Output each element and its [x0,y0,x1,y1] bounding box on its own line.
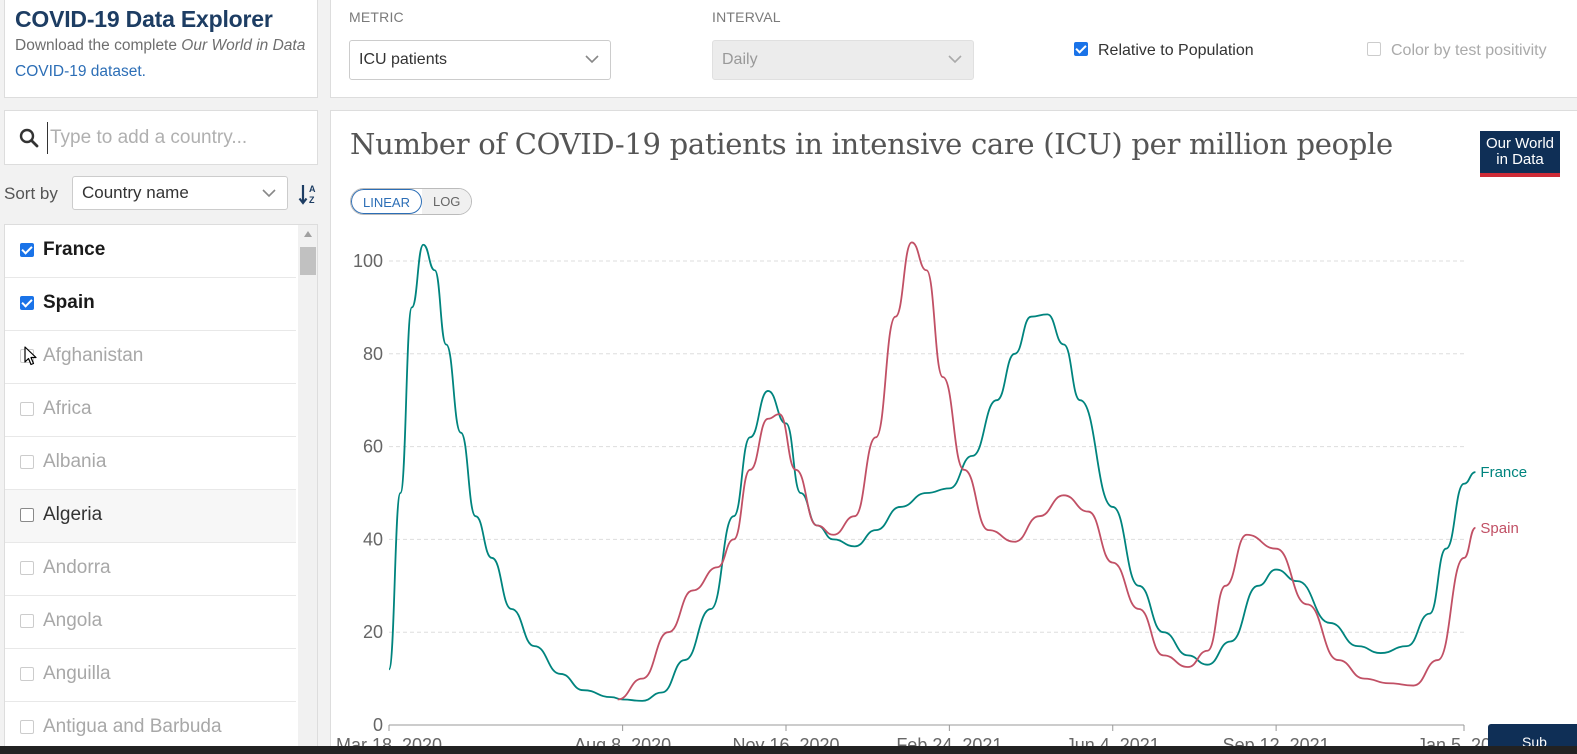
interval-label: INTERVAL [712,9,781,25]
relative-to-population-label: Relative to Population [1098,42,1254,59]
country-name: Antigua and Barbuda [43,716,222,737]
series-label-spain: Spain [1480,520,1518,537]
country-row-africa[interactable]: Africa [5,384,296,437]
chevron-down-icon [585,55,599,64]
svg-text:Z: Z [309,195,315,205]
sort-select-value: Country name [82,183,189,202]
y-tick-label: 40 [363,529,383,549]
color-by-test-positivity-checkbox[interactable]: Color by test positivity [1367,41,1547,61]
logo-line-2: in Data [1496,151,1544,168]
country-name: Spain [43,292,95,313]
metric-label: METRIC [349,9,404,25]
chart-panel: 0 20 40 60 80 100 Mar 18, 2020 Aug 8, 2020 Nov 1… [330,110,1577,754]
country-row-anguilla[interactable]: Anguilla [5,649,296,702]
sort-alpha-icon[interactable]: A Z [298,183,320,205]
search-icon [19,128,39,148]
mouse-cursor-icon [24,346,37,366]
country-row-albania[interactable]: Albania [5,437,296,490]
log-scale-button[interactable]: LOG [421,189,472,214]
y-tick-label: 80 [363,344,383,364]
sort-select[interactable]: Country name [72,176,288,210]
svg-text:A: A [309,184,316,194]
country-row-algeria[interactable]: Algeria [5,490,296,543]
checkbox-unchecked-icon[interactable] [20,561,34,575]
y-tick-label: 0 [373,715,383,735]
checkbox-unchecked-icon[interactable] [20,402,34,416]
checkbox-checked-icon[interactable] [20,243,34,257]
country-name: Anguilla [43,663,111,684]
country-name: Angola [43,610,103,631]
scrollbar-thumb[interactable] [300,247,316,275]
country-row-andorra[interactable]: Andorra [5,543,296,596]
series-line-france [388,243,1476,702]
dataset-download-link[interactable]: COVID-19 dataset. [15,63,146,80]
checkbox-unchecked-icon[interactable] [20,508,34,522]
linear-scale-button[interactable]: LINEAR [351,189,422,214]
y-tick-label: 20 [363,622,383,642]
y-tick-label: 100 [353,251,383,271]
relative-to-population-checkbox[interactable]: Relative to Population [1074,41,1254,61]
country-name: Afghanistan [43,345,144,366]
controls-bar: METRIC ICU patients INTERVAL Daily Relat… [330,0,1577,98]
country-row-france[interactable]: France [5,225,296,278]
checkbox-unchecked-icon[interactable] [20,667,34,681]
scroll-up-icon[interactable] [304,231,312,237]
country-row-antigua-and-barbuda[interactable]: Antigua and Barbuda [5,702,296,754]
explorer-description: Download the complete Our World in Data … [15,33,307,85]
series-line-spain [617,241,1476,701]
country-row-angola[interactable]: Angola [5,596,296,649]
explorer-title: COVID-19 Data Explorer [15,6,273,32]
country-name: France [43,239,106,260]
checkbox-checked-icon[interactable] [20,296,34,310]
metric-select-value: ICU patients [359,51,448,68]
checkbox-checked-icon [1074,42,1088,56]
country-row-afghanistan[interactable]: Afghanistan [5,331,296,384]
owid-logo[interactable]: Our World in Data [1480,131,1560,177]
country-list: France Spain Afghanistan Africa Albania Alger… [4,224,318,754]
interval-select-value: Daily [722,51,758,68]
country-row-spain[interactable]: Spain [5,278,296,331]
description-italic: Our World in Data [181,37,306,54]
country-list-scrollbar[interactable] [298,225,317,754]
checkbox-unchecked-icon[interactable] [20,720,34,734]
y-tick-label: 60 [363,437,383,457]
country-name: Andorra [43,557,111,578]
metric-select[interactable]: ICU patients [349,40,611,80]
explorer-header: COVID-19 Data Explorer Download the comp… [4,0,318,98]
logo-line-1: Our World [1485,135,1555,152]
country-name: Africa [43,398,92,419]
sort-by-label: Sort by [4,184,58,203]
country-search-panel [4,110,318,165]
sort-row: Sort by Country name A Z [4,176,318,212]
checkbox-unchecked-icon [1367,42,1381,56]
checkbox-unchecked-icon[interactable] [20,455,34,469]
chart-title: Number of COVID-19 patients in intensive… [350,127,1393,161]
chevron-down-icon [262,189,276,198]
country-name: Albania [43,451,107,472]
color-by-test-positivity-label: Color by test positivity [1391,42,1547,59]
checkbox-unchecked-icon[interactable] [20,614,34,628]
interval-select[interactable]: Daily [712,40,974,80]
chevron-down-icon [948,55,962,64]
country-search-input[interactable] [47,122,307,154]
taskbar-edge [0,746,1577,754]
series-label-france: France [1480,464,1527,481]
description-text: Download the complete [15,37,182,54]
country-name: Algeria [43,504,103,525]
scale-toggle[interactable]: LINEAR LOG [350,188,473,215]
